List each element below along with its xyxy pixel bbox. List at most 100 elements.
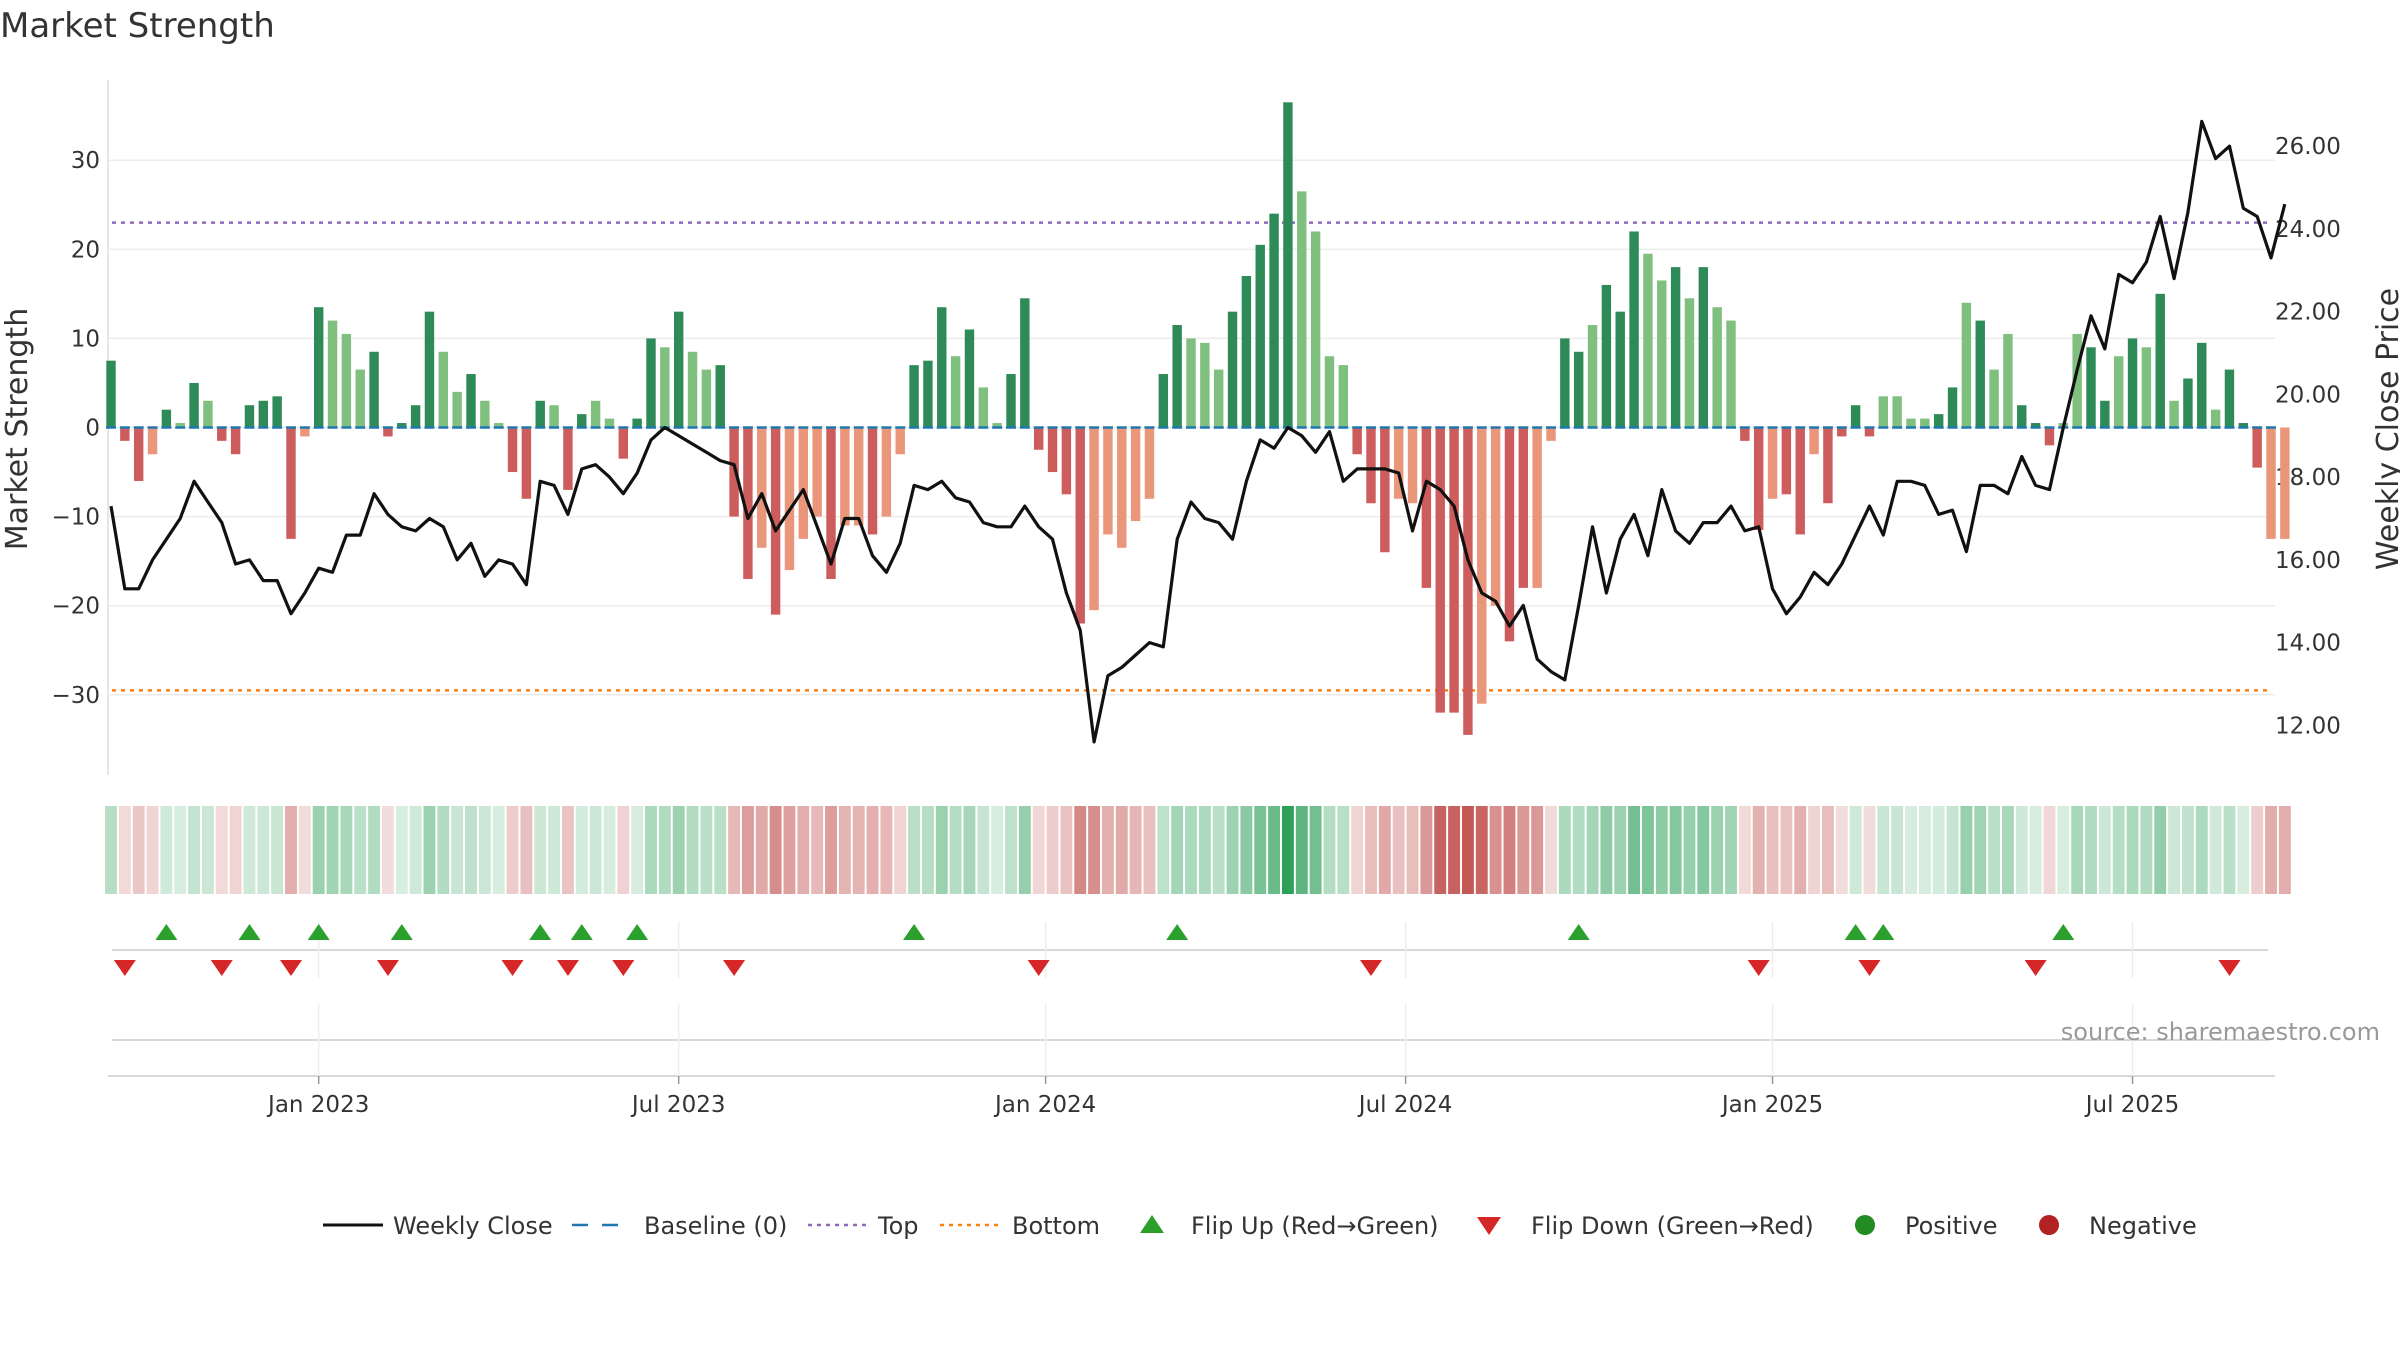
strength-bar [397, 423, 407, 428]
left-tick-label: −30 [51, 683, 100, 709]
strength-bar [1227, 311, 1238, 428]
strength-bar [1103, 427, 1113, 535]
strength-bar [1435, 427, 1445, 713]
strength-bar [1615, 311, 1625, 428]
heat-cell [2181, 806, 2194, 894]
strength-bar [1477, 427, 1487, 704]
strength-bar [327, 320, 338, 428]
heat-cell [492, 806, 505, 894]
heat-cell [2154, 806, 2167, 894]
heat-cell [1600, 806, 1613, 894]
heat-cell [728, 806, 741, 894]
heat-cell [312, 806, 325, 894]
strength-bar [300, 427, 310, 437]
strength-bar [1740, 427, 1750, 441]
strength-bar [937, 307, 947, 428]
strength-bar [313, 307, 324, 428]
heat-cell [1531, 806, 1544, 894]
heat-cell [1586, 806, 1599, 894]
strength-bar [964, 329, 975, 428]
right-axis-label: Weekly Close Price [2371, 288, 2400, 570]
heat-cell [1489, 806, 1502, 894]
strength-bar [604, 418, 615, 428]
strength-bar [1324, 356, 1335, 428]
strength-bar [2280, 427, 2290, 539]
heat-cell [797, 806, 810, 894]
strength-bar [812, 427, 822, 517]
heat-cell [1240, 806, 1253, 894]
heat-cell [548, 806, 561, 894]
heat-cell [1558, 806, 1571, 894]
heat-cell [2140, 806, 2153, 894]
strength-bar [1726, 320, 1736, 428]
strength-bar [230, 427, 241, 455]
heat-cell [2209, 806, 2222, 894]
flip-up-marker [570, 924, 593, 940]
strength-bar [2072, 333, 2082, 428]
heat-cell [1628, 806, 1641, 894]
heat-cell [465, 806, 477, 894]
heat-cell [340, 806, 353, 894]
strength-bar [1643, 253, 1653, 428]
heat-cell [1711, 806, 1724, 894]
legend-label: Positive [1905, 1212, 1998, 1240]
strength-bar [1130, 427, 1141, 522]
strength-bar [355, 369, 365, 428]
legend-label: Top [877, 1212, 919, 1240]
heat-cell [1309, 806, 1322, 894]
heat-cell [741, 806, 754, 894]
strength-bar [1629, 231, 1639, 428]
strength-bar [286, 427, 296, 539]
strength-bar [1850, 405, 1861, 428]
x-tick-label: Jan 2025 [1720, 1092, 1823, 1118]
strength-bar [1213, 369, 1224, 428]
heat-cell [2015, 806, 2028, 894]
strength-bar [895, 427, 905, 455]
heat-cell [1766, 806, 1779, 894]
heat-cell [603, 806, 616, 894]
heat-cell [1974, 806, 1987, 894]
legend-label: Flip Down (Green→Red) [1531, 1212, 1814, 1240]
heat-cell [1378, 806, 1391, 894]
strength-bar [923, 360, 933, 428]
heat-cell [201, 806, 214, 894]
heat-cell [2168, 806, 2181, 894]
strength-bar [147, 427, 158, 455]
strength-bar [978, 387, 989, 428]
strength-bar [424, 311, 435, 428]
strength-bar [438, 351, 449, 428]
flip-markers [113, 924, 2241, 976]
heat-cell [977, 806, 990, 894]
strength-bar [1393, 427, 1404, 499]
legend-flip-down-icon [1477, 1217, 1501, 1235]
heat-cell [451, 806, 464, 894]
strength-bar [1352, 427, 1362, 455]
heat-cell [852, 806, 865, 894]
strength-bar [1684, 298, 1695, 428]
strength-bar [1380, 427, 1390, 553]
strength-bar [410, 405, 421, 428]
strength-bar [2086, 347, 2096, 428]
strength-bar [466, 374, 476, 428]
right-tick-label: 20.00 [2275, 382, 2341, 408]
left-tick-label: −10 [51, 505, 100, 531]
strength-bar [1366, 427, 1376, 504]
strength-bar [1532, 427, 1542, 588]
strength-bar [1864, 427, 1875, 437]
heat-cell [188, 806, 201, 894]
heat-cell [1295, 806, 1308, 894]
right-tick-label: 26.00 [2275, 134, 2341, 160]
strength-bar [646, 338, 656, 428]
strength-bar [452, 391, 462, 428]
strength-bar [1961, 302, 1972, 428]
strength-bar [1186, 338, 1196, 428]
heat-cell [1891, 806, 1904, 894]
strength-bar [1158, 374, 1169, 428]
strength-bar [217, 427, 227, 441]
strength-bar [272, 396, 282, 428]
heat-cell [991, 806, 1004, 894]
heat-cell [1877, 806, 1890, 894]
flip-up-marker [1872, 924, 1895, 940]
heat-cell [1392, 806, 1405, 894]
